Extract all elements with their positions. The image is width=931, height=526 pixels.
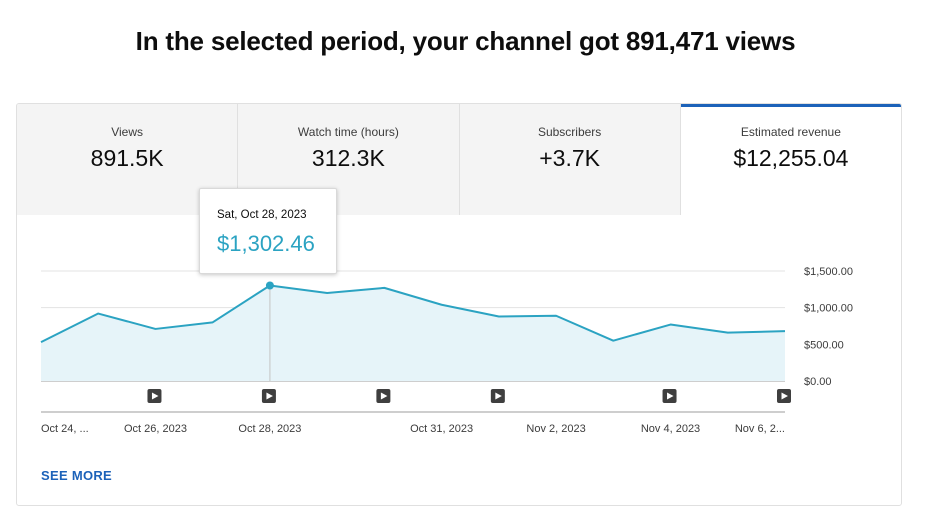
tab-revenue-value: $12,255.04 xyxy=(733,145,849,171)
analytics-card: Views 891.5K Watch time (hours) 312.3K S… xyxy=(16,103,902,506)
video-marker-icon[interactable] xyxy=(147,389,162,403)
x-tick-label: Oct 31, 2023 xyxy=(410,423,473,435)
x-tick-label: Nov 2, 2023 xyxy=(526,423,585,435)
video-marker-icon[interactable] xyxy=(662,389,677,403)
tooltip-date: Sat, Oct 28, 2023 xyxy=(217,209,307,221)
series-line xyxy=(40,284,786,344)
x-tick-label: Nov 6, 2... xyxy=(735,423,785,435)
area-fill xyxy=(41,285,785,381)
x-tick-label: Oct 26, 2023 xyxy=(124,423,187,435)
metric-tabs: Views 891.5K Watch time (hours) 312.3K S… xyxy=(17,104,901,215)
tab-views-value: 891.5K xyxy=(90,145,164,171)
tooltip-value: $1,302.46 xyxy=(217,231,315,256)
chart-tooltip: Sat, Oct 28, 2023 $1,302.46 xyxy=(199,188,337,274)
video-marker-icon[interactable] xyxy=(376,389,391,403)
video-marker-icon[interactable] xyxy=(490,389,505,403)
y-tick-label: $0.00 xyxy=(804,376,832,388)
tab-revenue-label: Estimated revenue xyxy=(740,125,841,139)
y-tick-label: $1,500.00 xyxy=(804,266,853,278)
tab-views-label: Views xyxy=(111,125,144,139)
data-point xyxy=(265,281,274,290)
x-tick-label: Oct 28, 2023 xyxy=(238,423,301,435)
video-marker-icon[interactable] xyxy=(261,389,276,403)
tab-subscribers[interactable]: Subscribers +3.7K xyxy=(459,104,681,215)
y-tick-label: $500.00 xyxy=(804,339,844,351)
video-marker-icon[interactable] xyxy=(777,389,791,403)
x-tick-label: Oct 24, ... xyxy=(41,423,89,435)
revenue-chart[interactable]: $0.00 $500.00 $1,000.00 $1,500.00 Oct 24, ..… xyxy=(17,104,901,505)
tab-watch-time-value: 312.3K xyxy=(311,145,385,171)
page-headline: In the selected period, your channel got… xyxy=(135,26,796,56)
tab-watch-time-label: Watch time (hours) xyxy=(297,125,399,139)
tab-subscribers-label: Subscribers xyxy=(537,125,602,139)
see-more-link[interactable]: SEE MORE xyxy=(41,468,113,483)
y-tick-label: $1,000.00 xyxy=(804,303,853,315)
tab-estimated-revenue[interactable]: Estimated revenue $12,255.04 xyxy=(680,104,901,215)
tab-views[interactable]: Views 891.5K xyxy=(17,104,239,215)
tab-subscribers-value: +3.7K xyxy=(539,145,600,171)
x-tick-label: Nov 4, 2023 xyxy=(641,423,700,435)
